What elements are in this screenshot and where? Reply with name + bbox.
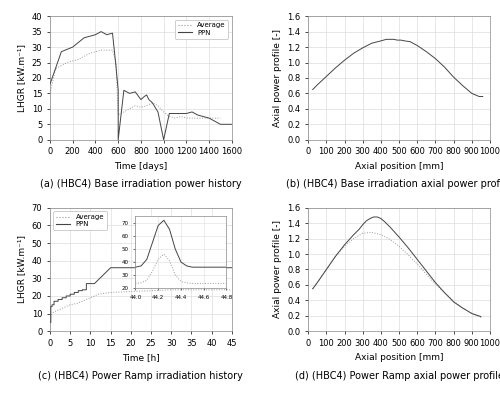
Text: (c) (HBC4) Power Ramp irradiation history: (c) (HBC4) Power Ramp irradiation histor… (38, 371, 244, 381)
X-axis label: Time [days]: Time [days] (114, 162, 168, 171)
Text: (b) (HBC4) Base irradiation axial power profile: (b) (HBC4) Base irradiation axial power … (286, 179, 500, 189)
X-axis label: Axial position [mm]: Axial position [mm] (355, 162, 444, 171)
Y-axis label: Axial power profile [-]: Axial power profile [-] (272, 221, 281, 318)
Y-axis label: Axial power profile [-]: Axial power profile [-] (272, 29, 281, 127)
Y-axis label: LHGR [kW.m⁻¹]: LHGR [kW.m⁻¹] (17, 236, 26, 303)
Legend: Average, PPN: Average, PPN (175, 20, 229, 38)
Legend: Average, PPN: Average, PPN (54, 211, 107, 230)
X-axis label: Time [h]: Time [h] (122, 354, 160, 362)
X-axis label: Axial position [mm]: Axial position [mm] (355, 354, 444, 362)
Text: (a) (HBC4) Base irradiation power history: (a) (HBC4) Base irradiation power histor… (40, 179, 241, 189)
Y-axis label: LHGR [kW.m⁻¹]: LHGR [kW.m⁻¹] (17, 44, 26, 112)
Text: (d) (HBC4) Power Ramp axial power profile: (d) (HBC4) Power Ramp axial power profil… (294, 371, 500, 381)
